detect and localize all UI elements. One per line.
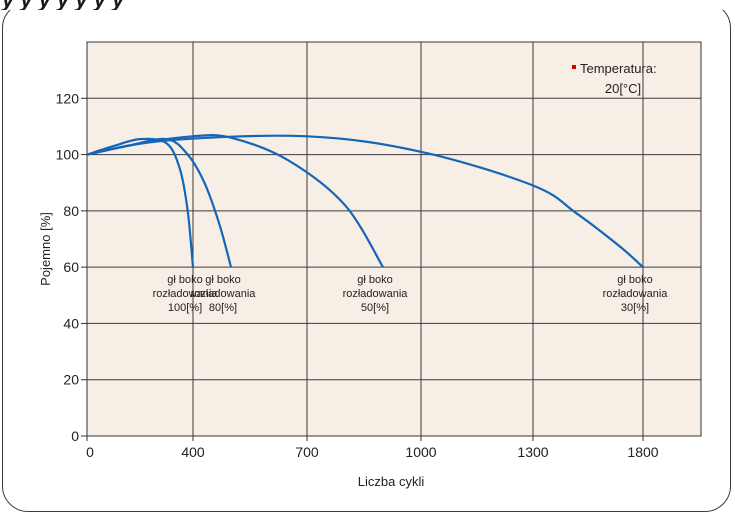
x-tick-label: 1800: [627, 444, 658, 460]
series-label-3: 50[%]: [361, 302, 389, 314]
series-label-4: gł boko: [617, 274, 652, 286]
annotation-line-2: 20[°C]: [605, 81, 641, 96]
series-label-4: rozładowania: [603, 288, 669, 300]
header-title-fragment: y y y y y y y: [2, 0, 124, 10]
y-tick-label: 20: [63, 372, 79, 388]
series-label-2: 80[%]: [209, 302, 237, 314]
y-tick-label: 80: [63, 203, 79, 219]
x-tick-label: 1300: [517, 444, 548, 460]
series-line-1: [86, 137, 195, 268]
x-tick-label: 1000: [405, 444, 436, 460]
header-strip: y y y y y y y: [0, 0, 735, 10]
series-label-1: 100[%]: [168, 302, 202, 314]
annotation-marker: [572, 65, 576, 69]
y-tick-label: 0: [71, 428, 79, 444]
annotation-line-1: Temperatura:: [580, 61, 657, 76]
plot-area: [86, 41, 702, 437]
y-tick-label: 40: [63, 315, 79, 331]
series-label-3: gł boko: [357, 274, 392, 286]
x-tick-label: 700: [295, 444, 319, 460]
series-label-1: rozładowania: [153, 288, 219, 300]
series-label-4: 30[%]: [621, 302, 649, 314]
y-tick-label: 60: [63, 259, 79, 275]
series-label-2: gł boko: [205, 274, 240, 286]
y-axis-label: Pojemno [%]: [38, 212, 53, 286]
series-label-3: rozładowania: [343, 288, 409, 300]
x-tick-label: 400: [181, 444, 205, 460]
series-label-2: rozładowania: [191, 288, 257, 300]
x-tick-label: 0: [86, 444, 94, 460]
series-label-1: gł boko: [167, 274, 202, 286]
x-axis-label: Liczba cykli: [358, 474, 425, 489]
y-tick-label: 100: [56, 147, 80, 163]
y-tick-label: 120: [56, 90, 80, 106]
series-line-4: [86, 134, 644, 268]
